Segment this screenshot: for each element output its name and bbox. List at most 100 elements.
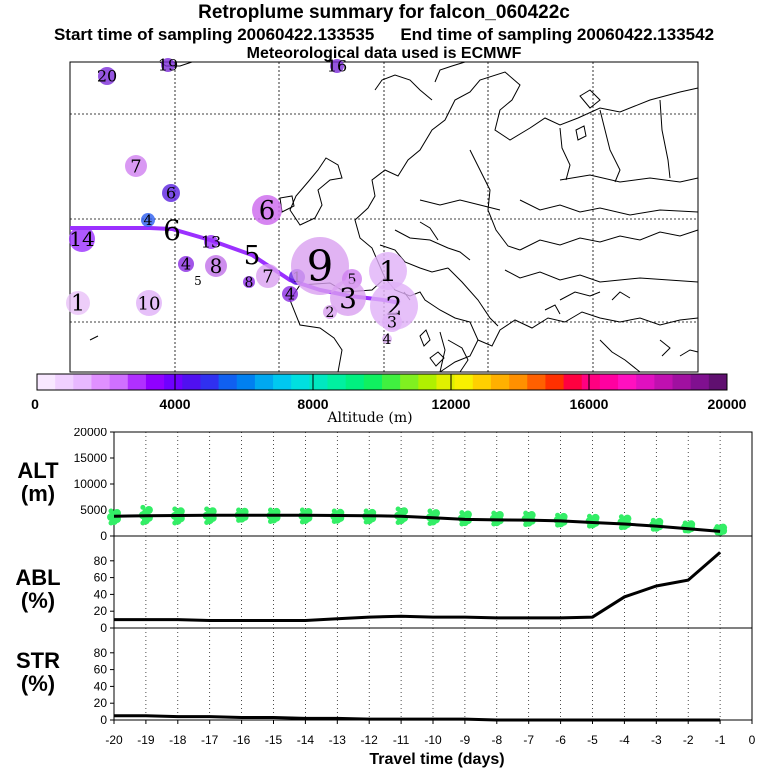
x-tick-label: -19 [137,733,155,747]
alt-scatter-point [655,517,664,526]
panel-frame [113,627,753,721]
colorbar-cell [636,374,655,390]
str-panel-label: STR (%) [16,648,60,696]
map-marker-label: 19 [158,56,178,75]
y-tick-label: 0 [100,621,107,635]
colorbar-tick-4000: 4000 [159,396,190,412]
alt-scatter-point [140,504,146,510]
alt-scatter-point [687,520,696,529]
x-tick-label: -6 [555,733,566,747]
colorbar-cell [599,374,619,390]
altitude-colorbar: 0 4000 8000 12000 16000 20000 Altitude (… [31,373,747,426]
colorbar-cell [454,374,474,390]
colorbar-cell [291,374,310,390]
x-tick-label: -20 [105,733,123,747]
map-marker-circle [98,67,116,85]
colorbar-cell [218,374,238,390]
colorbar-cell [490,374,510,390]
alt-scatter-point [400,507,409,516]
colorbar-cell [382,374,401,390]
colorbar-cell [472,374,492,390]
colorbar-cell [672,374,692,390]
alt-scatter-point [719,523,728,532]
y-tick-label: 80 [94,646,108,660]
map-marker-label: 9 [307,242,334,291]
colorbar-tick-20000: 20000 [708,396,747,412]
map-marker-label: 13 [201,233,221,252]
map-marker-label: 4 [383,332,392,348]
map-marker-label: 8 [245,275,254,291]
y-tick-label: 20 [94,604,108,618]
x-tick-label: -10 [424,733,442,747]
alt-scatter-point [491,510,497,516]
map-marker-circle [178,256,194,272]
str-label-bottom: (%) [21,671,55,696]
series-line [114,551,722,622]
colorbar-cells [37,374,728,390]
map-marker-circle [256,264,280,288]
x-tick-label: -2 [683,733,694,747]
colorbar-cell [55,374,74,390]
map-marker-label: 7 [130,156,141,177]
alt-scatter-point [523,510,529,516]
colorbar-cell [73,374,92,390]
map-marker-label: 20 [97,67,117,86]
map-marker-label: 6 [259,196,276,226]
colorbar-cell [436,374,456,390]
colorbar-cell [37,374,56,390]
x-tick-label: -12 [361,733,379,747]
colorbar-cell [309,374,329,390]
map-marker-circle [136,290,162,316]
y-tick-label: 5000 [80,503,107,517]
alt-scatter-point [172,506,178,512]
map-marker-label: 3 [387,313,397,332]
map-marker-label: 4 [285,285,295,304]
colorbar-cell [254,374,274,390]
map-marker-circle [291,237,349,295]
map-marker-label: 6 [163,214,181,247]
colorbar-tick-16000: 16000 [570,396,609,412]
colorbar-cell [708,374,728,390]
alt-scatter-point [268,507,273,513]
map-marker-circle [125,155,147,177]
y-tick-label: 10000 [74,477,108,491]
alt-panel-label: ALT (m) [17,458,59,506]
alt-scatter-point [618,514,624,520]
sampling-times: Start time of sampling 20060422.133535 En… [0,25,768,45]
x-tick-label: -17 [201,733,219,747]
colorbar-cell [273,374,292,390]
alt-scatter-point [682,520,688,526]
start-time-label: Start time of sampling 20060422.133535 [53,25,375,44]
alt-scatter-point [427,508,433,514]
time-series-panels: ALT (m) ABL (%) STR (%) 0 5000 10000 15000 2… [15,428,755,768]
colorbar-cell [545,374,565,390]
alt-scatter-point [527,511,536,520]
alt-scatter-point [363,508,369,514]
map-marker-circle [66,291,90,315]
map-marker-label: 16 [327,57,347,76]
alt-scatter-point [650,517,656,523]
colorbar-cell [363,374,383,390]
y-tick-label: 0 [100,713,107,727]
colorbar-cell [581,374,601,390]
colorbar-cell [91,374,111,390]
map-marker-label: 6 [166,184,176,203]
x-tick-label: -4 [619,733,630,747]
abl-panel-label: ABL (%) [15,565,60,613]
map-marker-circle [382,334,392,344]
colorbar-cell [618,374,637,390]
alt-scatter-point [176,507,185,516]
abl-label-top: ABL [15,565,60,590]
map-marker-label: 8 [210,254,223,278]
x-tick-label: -15 [265,733,283,747]
map-marker-label: 4 [181,255,191,274]
map-marker-circle [243,276,255,288]
y-tick-label: 40 [94,679,108,693]
colorbar-cell [164,374,183,390]
alt-scatter-point [463,510,472,519]
x-tick-label: -13 [329,733,347,747]
x-tick-label: -18 [169,733,187,747]
y-tick-label: 60 [94,571,108,585]
x-tick-label: -1 [715,733,726,747]
alt-scatter-point [591,513,600,522]
